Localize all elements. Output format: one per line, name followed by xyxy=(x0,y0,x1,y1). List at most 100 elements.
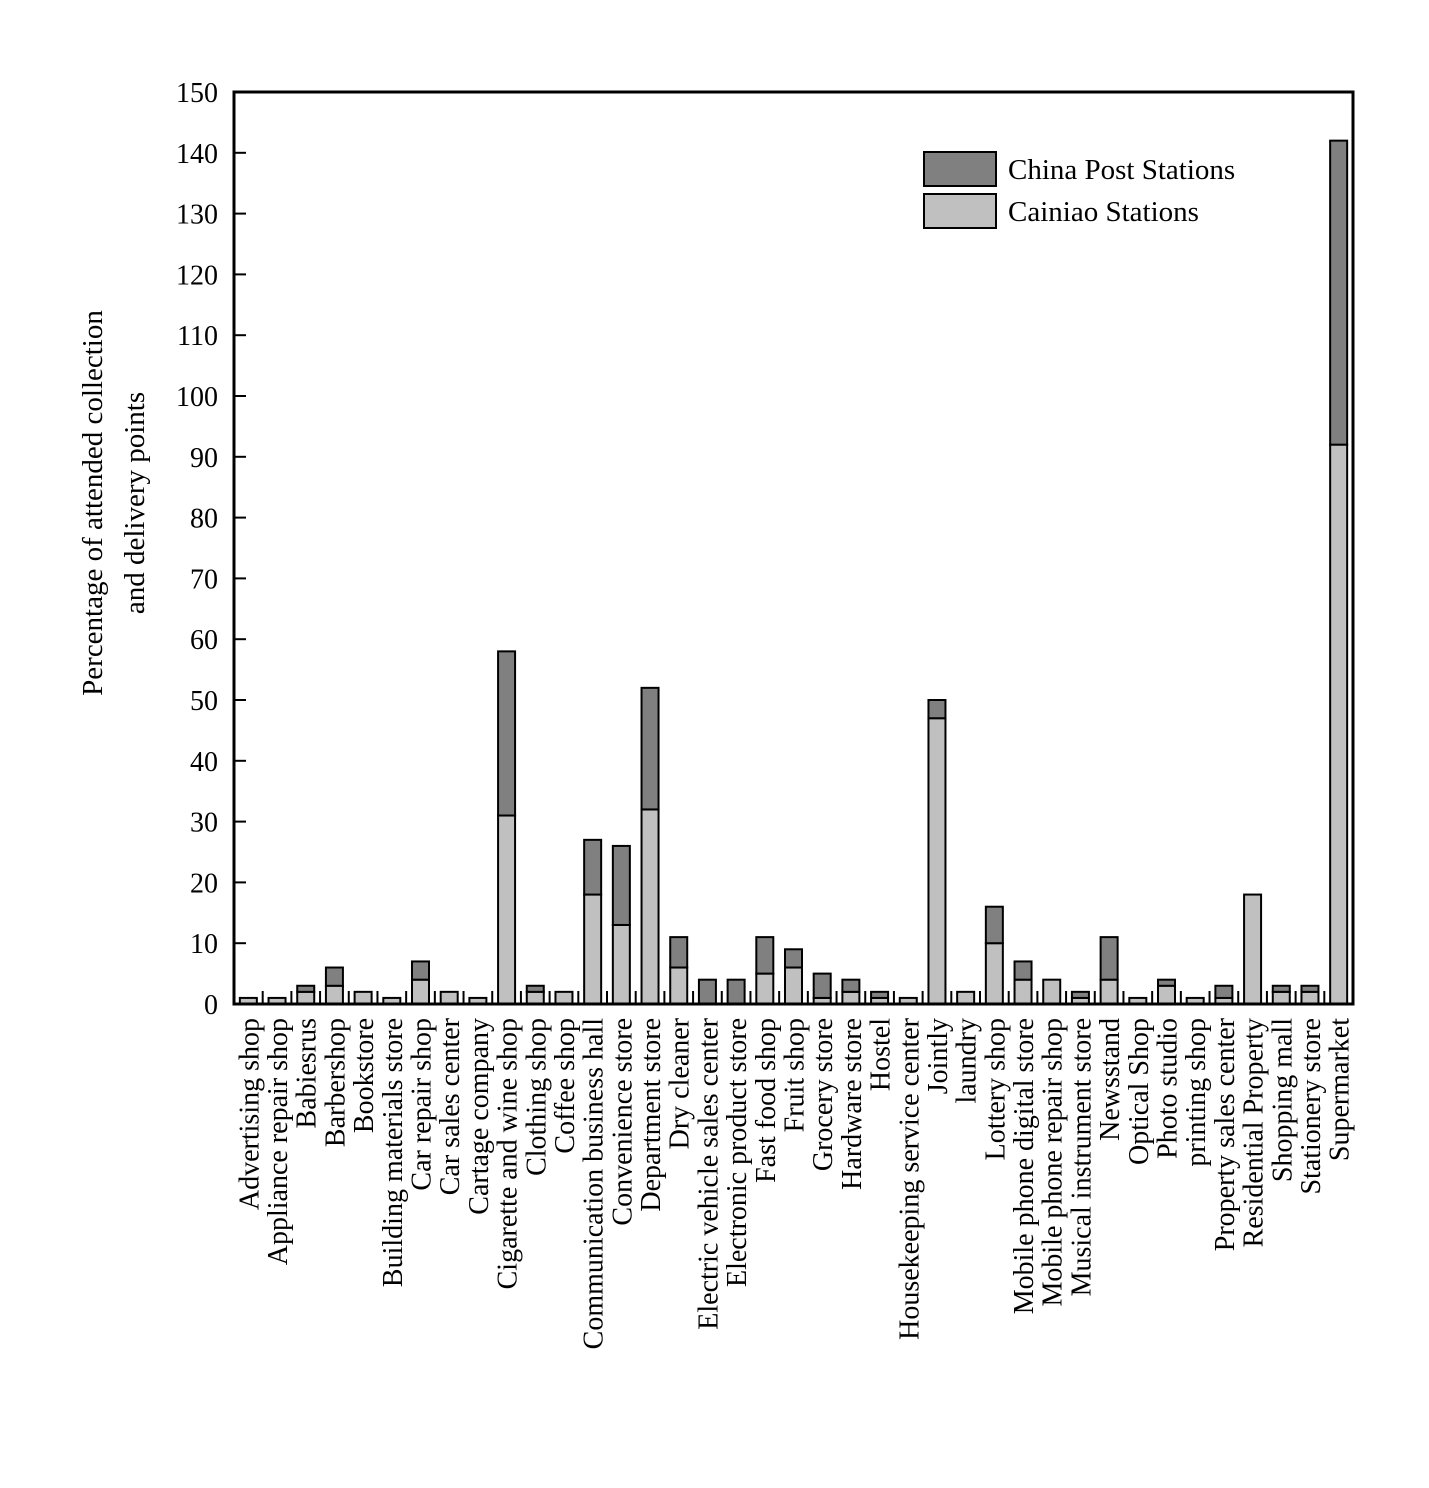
legend-swatch-cainiao xyxy=(923,193,997,229)
bar-china-post-stations-communication-business-hall xyxy=(583,838,603,896)
bar-china-post-stations-clothing-shop xyxy=(525,984,545,993)
y-axis-title-line-1: Percentage of attended collection xyxy=(77,310,109,696)
x-category-label: Photo studio xyxy=(1153,1018,1184,1159)
bar-china-post-stations-fruit-shop xyxy=(784,948,803,969)
bar-china-post-stations-electronic-product-store xyxy=(726,978,746,1005)
x-category-label: Bookstore xyxy=(349,1018,380,1133)
y-tick-label: 40 xyxy=(190,747,218,778)
bar-china-post-stations-photo-studio xyxy=(1157,978,1176,987)
x-category-label: Shopping mall xyxy=(1267,1018,1298,1182)
x-category-label: Hostel xyxy=(866,1018,897,1091)
bar-china-post-stations-mobile-phone-digital-store xyxy=(1013,960,1033,981)
bar-cainiao-stations-car-repair-shop xyxy=(411,978,430,1005)
y-tick-label: 10 xyxy=(190,929,218,960)
bar-china-post-stations-car-repair-shop xyxy=(411,960,430,981)
x-category-label: Department store xyxy=(636,1018,667,1212)
x-category-label: Car sales center xyxy=(435,1017,466,1195)
x-category-label: Appliance repair shop xyxy=(263,1018,294,1265)
bar-cainiao-stations-mobile-phone-digital-store xyxy=(1013,978,1033,1005)
x-edge-ticks xyxy=(261,991,1326,1004)
bar-china-post-stations-stationery-store xyxy=(1300,984,1320,993)
y-tick-label: 30 xyxy=(190,808,218,839)
legend: China Post Stations Cainiao Stations xyxy=(923,151,1235,229)
bar-china-post-stations-department-store xyxy=(640,686,660,811)
bar-china-post-stations-barbershop xyxy=(324,966,344,987)
x-category-label: Building materials store xyxy=(378,1018,409,1287)
bar-cainiao-stations-supermarket xyxy=(1329,443,1349,1005)
y-axis: 0 10 20 30 40 50 60 70 80 90 100 110 120 130 140 150 xyxy=(176,78,246,1021)
x-category-label: Stationery store xyxy=(1296,1018,1327,1195)
y-tick-label: 130 xyxy=(176,200,218,231)
bar-cainiao-stations-lottery-shop xyxy=(984,942,1004,1006)
bar-china-post-stations-grocery-store xyxy=(812,972,832,999)
y-tick-label: 100 xyxy=(176,382,218,413)
bar-china-post-stations-supermarket xyxy=(1329,139,1349,446)
bar-cainiao-stations-dry-cleaner xyxy=(669,966,689,1006)
bar-cainiao-stations-fruit-shop xyxy=(784,966,803,1006)
legend-label-cainiao: Cainiao Stations xyxy=(1008,196,1199,228)
bar-china-post-stations-babiesrus xyxy=(296,984,316,993)
bar-cainiao-stations-convenience-store xyxy=(611,923,631,1006)
bar-cainiao-stations-cigarette-and-wine-shop xyxy=(497,814,517,1006)
bar-cainiao-stations-newsstand xyxy=(1099,978,1119,1005)
bar-china-post-stations-cigarette-and-wine-shop xyxy=(497,650,517,817)
legend-swatch-china-post xyxy=(923,151,997,187)
x-category-label: Housekeeping service center xyxy=(894,1017,925,1340)
x-category-label: Jointly xyxy=(923,1018,954,1094)
bar-china-post-stations-newsstand xyxy=(1099,936,1119,981)
x-category-label: Barbershop xyxy=(320,1018,351,1147)
x-category-label: Fruit shop xyxy=(780,1018,811,1132)
y-tick-label: 50 xyxy=(190,686,218,717)
bar-china-post-stations-property-sales-center xyxy=(1214,984,1234,999)
y-tick-label: 70 xyxy=(190,564,218,595)
x-category-label: Cigarette and wine shop xyxy=(493,1018,524,1289)
x-category-label: Clothing shop xyxy=(521,1018,552,1176)
y-tick-label: 90 xyxy=(190,443,218,474)
bar-cainiao-stations-residential-property xyxy=(1243,893,1263,1005)
bar-china-post-stations-convenience-store xyxy=(611,844,631,926)
bar-cainiao-stations-communication-business-hall xyxy=(583,893,603,1005)
bar-cainiao-stations-car-sales-center xyxy=(439,990,459,1006)
x-category-label: Grocery store xyxy=(808,1018,839,1171)
bar-china-post-stations-jointly xyxy=(927,699,947,720)
bar-cainiao-stations-jointly xyxy=(927,717,947,1005)
bar-china-post-stations-shopping-mall xyxy=(1271,984,1291,993)
x-category-label: Fast food shop xyxy=(751,1018,782,1183)
x-category-label: laundry xyxy=(952,1018,983,1104)
x-category-label: Lottery shop xyxy=(980,1018,1011,1160)
bar-cainiao-stations-coffee-shop xyxy=(554,990,574,1006)
x-category-label: Communication business hall xyxy=(579,1018,610,1350)
bar-cainiao-stations-babiesrus xyxy=(296,990,316,1006)
y-tick-label: 110 xyxy=(177,321,218,352)
bar-cainiao-stations-mobile-phone-repair-shop xyxy=(1042,978,1062,1005)
x-category-label: Musical instrument store xyxy=(1066,1018,1097,1296)
bar-china-post-stations-fast-food-shop xyxy=(755,936,775,975)
bar-china-post-stations-hostel xyxy=(870,990,890,999)
x-category-label: Optical Shop xyxy=(1124,1018,1155,1165)
bars-layer xyxy=(238,139,1349,1006)
bar-cainiao-stations-bookstore xyxy=(353,990,373,1006)
y-axis-title-line-2: and delivery points xyxy=(119,392,151,614)
y-tick-label: 150 xyxy=(176,78,218,109)
y-tick-label: 140 xyxy=(176,139,218,170)
y-tick-label: 80 xyxy=(190,504,218,535)
bar-cainiao-stations-clothing-shop xyxy=(525,990,545,1006)
legend-label-china-post: China Post Stations xyxy=(1008,154,1235,186)
x-category-label: Hardware store xyxy=(837,1018,868,1190)
x-category-label: printing shop xyxy=(1181,1018,1212,1167)
x-category-label: Supermarket xyxy=(1325,1018,1356,1161)
plot-frame xyxy=(232,90,1355,1006)
y-tick-label: 20 xyxy=(190,868,218,899)
bar-cainiao-stations-stationery-store xyxy=(1300,990,1320,1006)
bar-china-post-stations-musical-instrument-store xyxy=(1070,990,1090,999)
y-tick-label: 60 xyxy=(190,625,218,656)
bar-cainiao-stations-barbershop xyxy=(324,984,344,1006)
bar-china-post-stations-hardware-store xyxy=(841,978,861,993)
x-category-label: Advertising shop xyxy=(234,1018,265,1210)
x-category-label: Electronic product store xyxy=(722,1018,753,1287)
x-category-label: Convenience store xyxy=(607,1018,638,1226)
x-category-label: Residential Property xyxy=(1239,1018,1270,1247)
x-category-label: Newsstand xyxy=(1095,1018,1126,1141)
